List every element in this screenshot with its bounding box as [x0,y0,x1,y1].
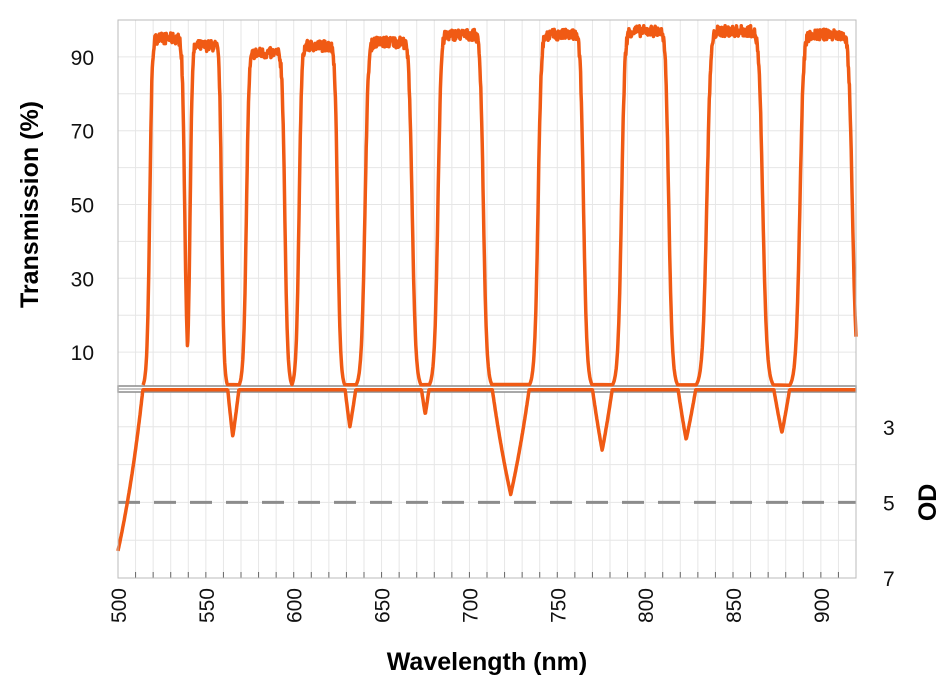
x-axis-title: Wavelength (nm) [387,648,587,676]
x-tick-label: 800 [635,588,658,623]
x-tick-label: 650 [372,588,395,623]
x-tick-label: 550 [196,588,219,623]
x-tick-label: 500 [108,588,131,623]
y-tick-label-od: 5 [883,492,895,515]
y-axis-title-od: OD [914,484,942,522]
x-tick-label: 850 [723,588,746,623]
x-tick-label: 600 [284,588,307,623]
x-tick-labels: 500 550 600 650 700 750 800 850 900 [108,588,834,623]
transmission-curve [141,23,858,388]
grid-lines [117,20,857,579]
y-tick-label-od: 7 [883,568,895,591]
y-tick-labels-transmission: 10 30 50 70 90 [71,47,94,365]
y-tick-label-transmission: 10 [71,342,94,365]
y-tick-label-od: 3 [883,417,895,440]
y-tick-label-transmission: 70 [71,121,94,144]
od-curve [116,388,858,552]
y-tick-labels-od: 3 5 7 [883,417,895,591]
plot-frame [117,19,857,579]
x-tick-label: 750 [547,588,570,623]
x-tick-label: 900 [811,588,834,623]
y-tick-label-transmission: 30 [71,268,94,291]
x-tick-label: 700 [459,588,482,623]
y-axis-title-transmission: Transmission (%) [16,101,44,308]
y-tick-label-transmission: 90 [71,47,94,70]
y-tick-label-transmission: 50 [71,195,94,218]
